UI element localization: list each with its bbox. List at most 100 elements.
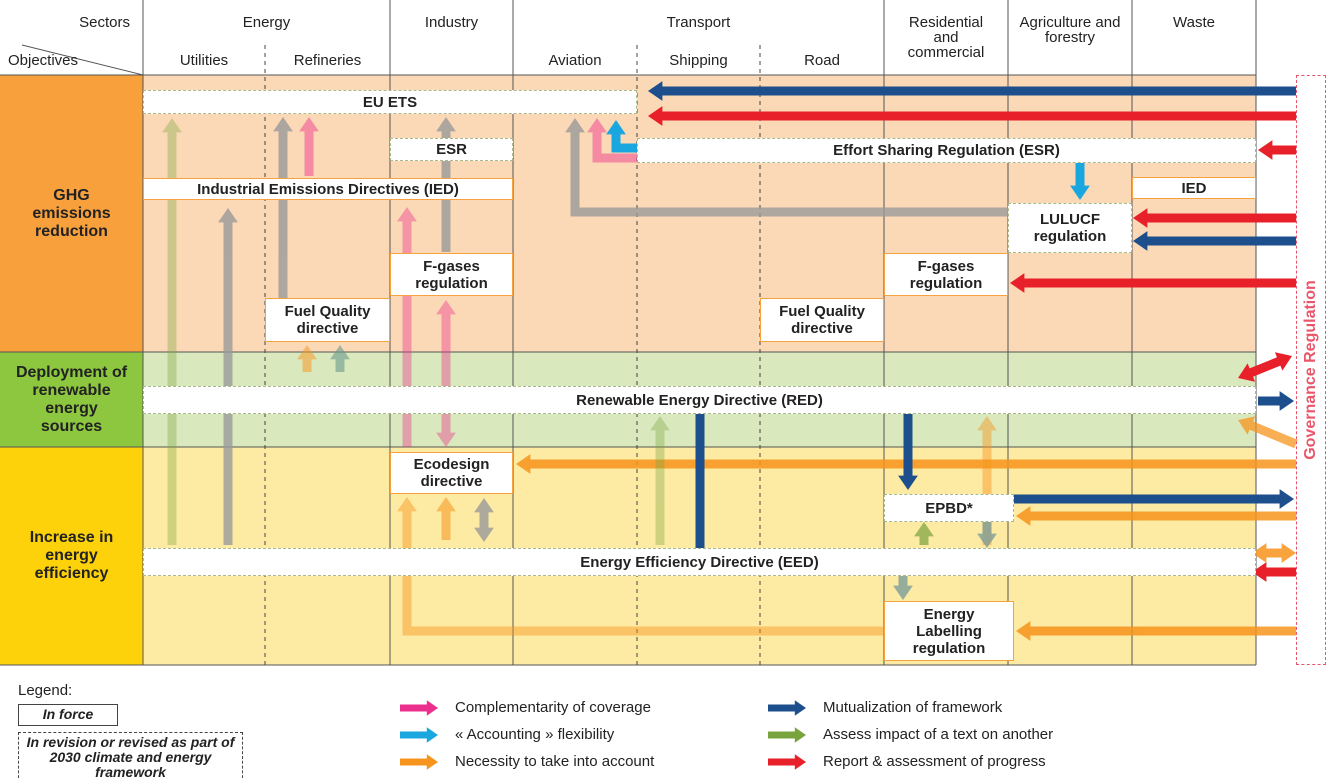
arrow-head xyxy=(1281,543,1296,563)
arrow-head xyxy=(426,727,438,743)
regulation-box: Fuel Quality directive xyxy=(760,298,884,342)
arrow-head xyxy=(436,300,456,315)
legend-label: Report & assessment of progress xyxy=(823,753,1046,770)
arrow-head xyxy=(1010,273,1025,293)
arrow-head xyxy=(426,754,438,770)
arrow-head xyxy=(606,120,626,135)
arrow-head xyxy=(648,81,663,101)
arrow-head xyxy=(1252,562,1267,582)
arrow-head xyxy=(474,527,494,542)
regulation-box: Energy Labelling regulation xyxy=(884,601,1014,661)
arrow xyxy=(768,727,806,743)
arrow-head xyxy=(436,497,456,512)
arrow-shaft xyxy=(1248,420,1298,449)
arrow-head xyxy=(218,208,238,223)
arrow xyxy=(297,345,317,372)
header-diagonal xyxy=(21,44,144,76)
arrow xyxy=(1252,562,1296,582)
arrow-head xyxy=(426,700,438,716)
arrow xyxy=(273,117,293,298)
arrow xyxy=(1258,391,1294,411)
arrow-head xyxy=(162,118,182,133)
sector: Industry xyxy=(424,14,479,31)
legend-status: In revision or revised as part of 2030 c… xyxy=(18,732,243,778)
sector: Energy xyxy=(242,14,291,31)
legend-label: Mutualization of framework xyxy=(823,699,1003,716)
arrow-head xyxy=(1252,543,1267,563)
arrow xyxy=(977,522,997,548)
governance-box: Governance Regulation xyxy=(1296,75,1326,665)
arrow-head xyxy=(1279,489,1294,509)
objective-cell: Increase in energy efficiency xyxy=(0,447,143,665)
regulation-box: Renewable Energy Directive (RED) xyxy=(143,386,1256,414)
arrow-head xyxy=(650,416,670,431)
arrow xyxy=(648,81,1296,101)
legend-title: Legend: xyxy=(18,682,73,699)
regulation-box: F-gases regulation xyxy=(884,253,1008,296)
arrow-head xyxy=(977,416,997,431)
arrow xyxy=(330,345,350,372)
objective-cell: GHG emissions reduction xyxy=(0,75,143,352)
arrow xyxy=(690,413,710,568)
sector: Waste xyxy=(1173,14,1215,31)
arrow-head xyxy=(893,585,913,600)
arrow-shaft xyxy=(592,131,637,163)
arrow xyxy=(650,416,670,545)
arrow xyxy=(1016,506,1296,526)
arrow-head xyxy=(397,207,417,222)
arrow-head xyxy=(474,498,494,513)
arrow xyxy=(436,300,456,447)
arrow-head xyxy=(977,533,997,548)
arrow xyxy=(1133,231,1296,251)
arrow xyxy=(436,497,456,540)
arrow-head xyxy=(1274,352,1292,371)
arrow-head xyxy=(397,497,417,512)
arrow xyxy=(162,118,182,545)
arrow-head xyxy=(898,475,918,490)
arrow xyxy=(400,754,438,770)
subsector: Road xyxy=(804,52,840,69)
legend-label: Assess impact of a text on another xyxy=(823,726,1054,743)
arrow xyxy=(474,498,494,542)
arrow xyxy=(1010,273,1296,293)
arrow-head xyxy=(648,106,663,126)
arrow-head xyxy=(565,118,585,133)
legend-status: In force xyxy=(18,704,118,726)
objective-cell: Deployment of renewable energy sources xyxy=(0,352,143,447)
objective-band xyxy=(0,447,143,665)
arrow-head xyxy=(1238,416,1256,435)
arrow xyxy=(606,120,637,153)
subsector: Aviation xyxy=(548,52,602,69)
arrow-shaft xyxy=(570,131,1008,217)
objective-band xyxy=(0,75,143,352)
objective: Deployment of renewable energy sources xyxy=(15,363,128,435)
arrow xyxy=(1258,140,1296,160)
subsector: Refineries xyxy=(293,52,362,69)
regulation-box: EU ETS xyxy=(143,90,637,114)
arrow xyxy=(1252,543,1296,563)
arrow-head xyxy=(1238,363,1256,382)
subsector: Shipping xyxy=(669,52,728,69)
arrow-head xyxy=(273,117,293,132)
arrow-head xyxy=(1016,621,1031,641)
arrow-head xyxy=(297,345,317,360)
arrow xyxy=(1016,621,1296,641)
arrow xyxy=(768,700,806,716)
arrow-head xyxy=(436,117,456,132)
arrow-head xyxy=(299,117,319,132)
legend-label: Complementarity of coverage xyxy=(455,699,651,716)
regulation-box: Industrial Emissions Directives (IED) xyxy=(143,178,513,200)
arrow xyxy=(893,576,913,600)
arrow-head xyxy=(1279,391,1294,411)
objective-band xyxy=(0,352,143,447)
arrow xyxy=(914,522,934,545)
regulation-box: ESR xyxy=(390,138,513,161)
sectors-label: Sectors xyxy=(79,14,130,31)
legend-label: Necessity to take into account xyxy=(455,753,655,770)
arrow xyxy=(565,118,1008,217)
arrow-head xyxy=(516,454,531,474)
objective: Increase in energy efficiency xyxy=(29,529,114,582)
governance-label: Governance Regulation xyxy=(1302,280,1319,460)
